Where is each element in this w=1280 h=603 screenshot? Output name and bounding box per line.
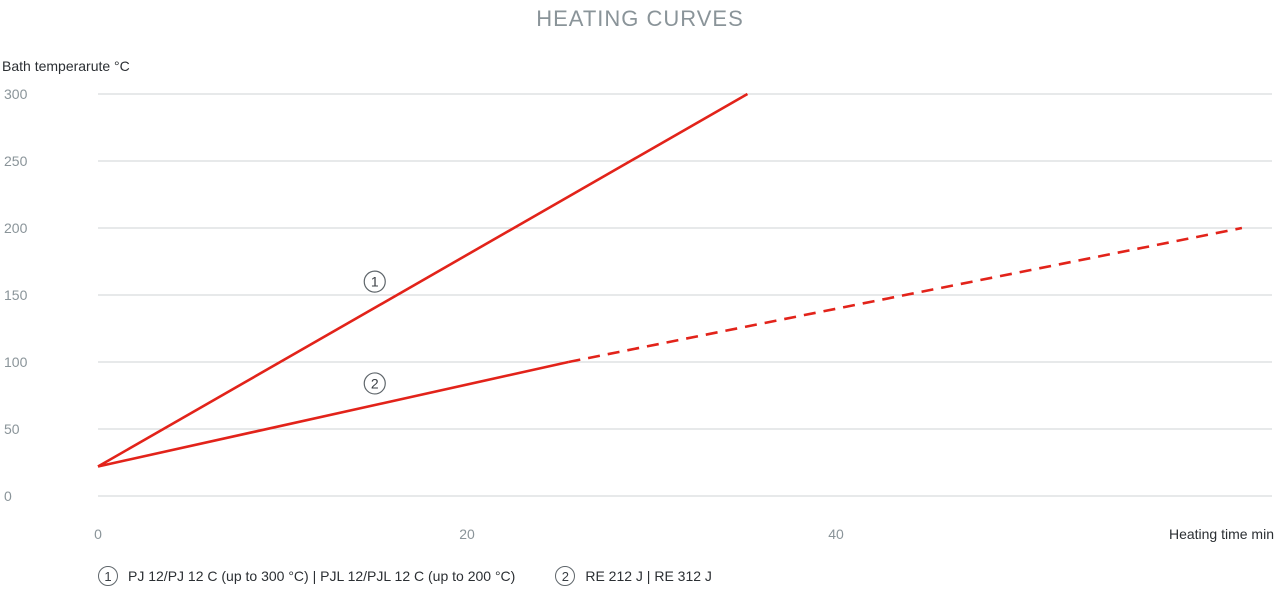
y-tick-label: 300 xyxy=(4,86,28,102)
series-1-marker-label: 1 xyxy=(371,274,379,290)
y-tick-label: 100 xyxy=(4,354,28,370)
legend-label-1: PJ 12/PJ 12 C (up to 300 °C) | PJL 12/PJ… xyxy=(128,568,516,584)
legend-marker-2: 2 xyxy=(555,566,576,586)
series-2-marker-label: 2 xyxy=(371,375,379,391)
legend-label-2: RE 212 J | RE 312 J xyxy=(585,568,712,584)
legend-marker-1: 1 xyxy=(98,566,118,586)
chart-title: HEATING CURVES xyxy=(536,6,744,31)
x-axis-label: Heating time min xyxy=(1168,526,1274,542)
series-2-marker xyxy=(363,372,386,395)
series-2-dashed-line xyxy=(568,226,1243,364)
legend-item-2: 2 RE 212 J | RE 312 J xyxy=(555,566,712,586)
x-tick-label: 20 xyxy=(459,526,475,542)
legend: 1 PJ 12/PJ 12 C (up to 300 °C) | PJL 12/… xyxy=(98,566,752,586)
x-tick-label: 0 xyxy=(94,526,102,542)
x-tick-label: 40 xyxy=(828,526,844,542)
series-1-line xyxy=(97,92,749,468)
y-tick-label: 250 xyxy=(4,153,28,169)
y-tick-label: 150 xyxy=(4,287,28,303)
series-2-line xyxy=(97,360,569,468)
y-tick-label: 200 xyxy=(4,220,28,236)
y-axis-label: Bath temperarute °C xyxy=(2,58,130,74)
y-tick-label: 50 xyxy=(4,421,20,437)
series-1-marker xyxy=(363,270,386,293)
y-tick-label: 0 xyxy=(4,488,12,504)
legend-item-1: 1 PJ 12/PJ 12 C (up to 300 °C) | PJL 12/… xyxy=(98,566,515,586)
